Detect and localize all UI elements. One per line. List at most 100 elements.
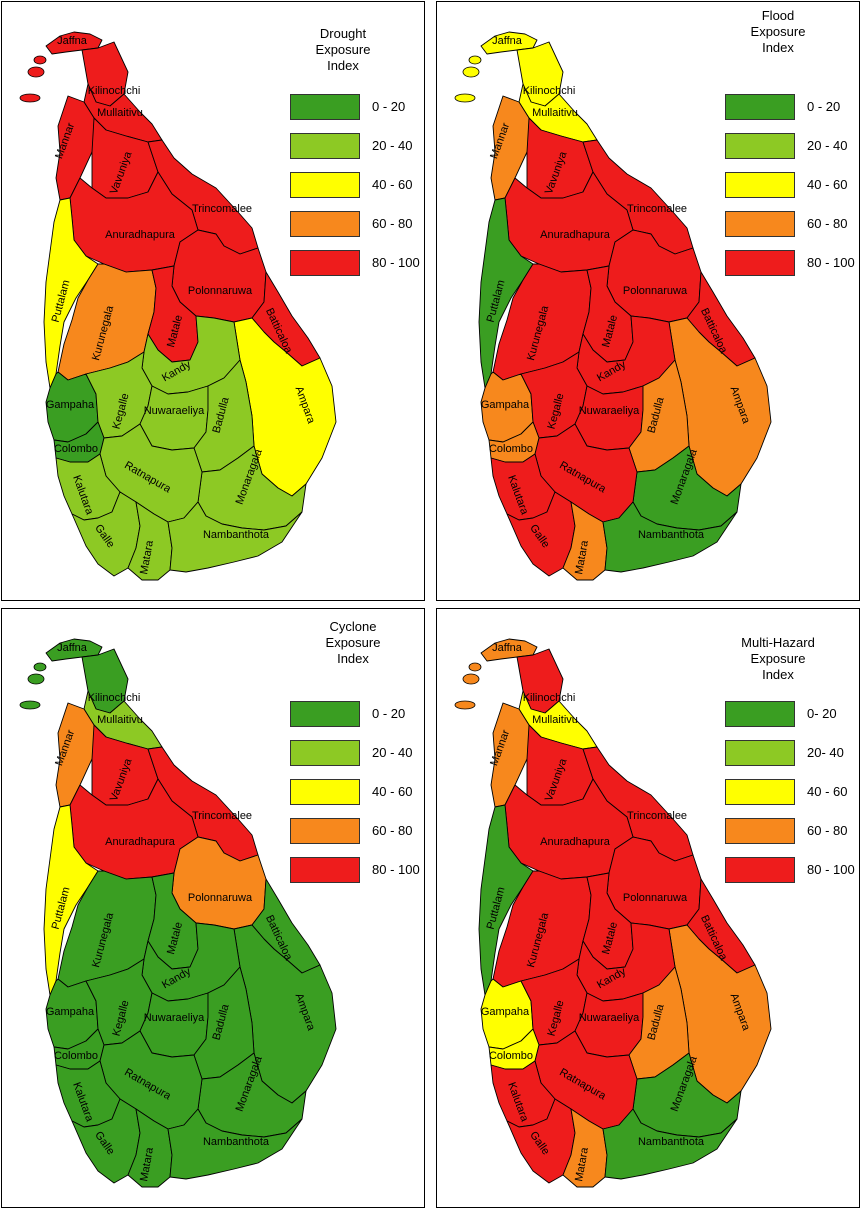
- legend-title-line: Exposure: [325, 635, 381, 650]
- district-nuwaraeliya: [139, 992, 209, 1058]
- legend-title-line: Index: [327, 58, 359, 73]
- island: [19, 93, 41, 103]
- district-label: Jaffna: [57, 642, 88, 654]
- legend-swatch: [290, 779, 360, 805]
- legend-swatch: [725, 250, 795, 276]
- district-matara: [562, 501, 608, 581]
- legend-title-line: Index: [762, 40, 794, 55]
- legend: 0 - 20 20 - 40 40 - 60 60 - 80 80 - 100: [290, 94, 420, 284]
- legend-label: 20 - 40: [807, 138, 848, 153]
- district-nambanthota: [167, 501, 303, 573]
- district-label: Colombo: [489, 443, 533, 455]
- district-jaffna: [45, 31, 103, 55]
- legend-label: 0- 20: [807, 706, 837, 721]
- district-label: Kilinochchi: [88, 692, 141, 704]
- district-puttalam: [478, 197, 534, 389]
- district-label: Polonnaruwa: [623, 892, 688, 904]
- district-label: Jaffna: [57, 35, 88, 47]
- sri-lanka-map-flood: JaffnaKilinochchiMullaitivuMannarVavuniy…: [454, 31, 772, 581]
- district-label: Mullaitivu: [97, 714, 143, 726]
- district-label: Nambanthota: [638, 1136, 705, 1148]
- district-matara: [127, 1108, 173, 1188]
- district-puttalam: [478, 804, 534, 996]
- district-label: Colombo: [54, 443, 98, 455]
- map-panel-flood: Jaffna Kilinochchi Mullaitivu Mannar Vavuniy…: [436, 1, 860, 601]
- legend-swatch: [725, 818, 795, 844]
- legend-label: 20 - 40: [372, 745, 413, 760]
- map-panel-multi-hazard: Jaffna Kilinochchi Mullaitivu Mannar Vavuniy…: [436, 608, 860, 1208]
- district-label: Colombo: [489, 1050, 533, 1062]
- district-label: Trincomalee: [627, 810, 687, 822]
- district-nuwaraeliya: [574, 385, 644, 451]
- district-jaffna: [45, 638, 103, 662]
- district-label: Nuwaraeliya: [579, 405, 640, 417]
- legend-label: 40 - 60: [807, 177, 848, 192]
- district-label: Jaffna: [492, 642, 523, 654]
- map-district-group: JaffnaKilinochchiMullaitivuMannarVavuniy…: [19, 638, 337, 1188]
- district-label: Gampaha: [46, 399, 95, 411]
- island: [462, 673, 480, 685]
- legend: 0- 20 20- 40 40 - 60 60 - 80 80 - 100: [725, 701, 855, 891]
- district-label: Mullaitivu: [532, 107, 578, 119]
- island: [454, 700, 476, 710]
- legend-swatch: [290, 94, 360, 120]
- district-label: Trincomalee: [627, 203, 687, 215]
- legend-swatch: [290, 133, 360, 159]
- legend-label: 80 - 100: [807, 862, 855, 877]
- legend-swatch: [290, 857, 360, 883]
- district-label: Gampaha: [481, 399, 530, 411]
- legend-title: Cyclone Exposure Index: [298, 619, 408, 667]
- district-puttalam: [43, 197, 99, 389]
- legend-swatch: [290, 740, 360, 766]
- legend-swatch: [290, 701, 360, 727]
- district-label: Mullaitivu: [532, 714, 578, 726]
- district-label: Nuwaraeliya: [579, 1012, 640, 1024]
- island: [33, 55, 47, 65]
- district-label: Gampaha: [481, 1006, 530, 1018]
- legend-title: Drought Exposure Index: [288, 26, 398, 74]
- map-district-group: JaffnaKilinochchiMullaitivuMannarVavuniy…: [454, 31, 772, 581]
- legend-label: 60 - 80: [372, 823, 413, 838]
- district-label: Anuradhapura: [105, 836, 176, 848]
- legend-title-line: Flood: [761, 8, 795, 23]
- legend-label: 40 - 60: [372, 784, 413, 799]
- district-matara: [127, 501, 173, 581]
- district-nuwaraeliya: [139, 385, 209, 451]
- district-label: Kilinochchi: [523, 692, 576, 704]
- district-nuwaraeliya: [574, 992, 644, 1058]
- legend-label: 80 - 100: [807, 255, 855, 270]
- district-label: Polonnaruwa: [188, 892, 253, 904]
- sri-lanka-map-cyclone: JaffnaKilinochchiMullaitivuMannarVavuniy…: [19, 638, 337, 1188]
- legend-title: Flood Exposure Index: [723, 8, 833, 56]
- legend-swatch: [725, 172, 795, 198]
- district-label: Nuwaraeliya: [144, 405, 205, 417]
- district-nambanthota: [167, 1108, 303, 1180]
- district-label: Jaffna: [492, 35, 523, 47]
- map-district-group: JaffnaKilinochchiMullaitivuMannarVavuniy…: [454, 638, 772, 1188]
- legend-title-line: Exposure: [750, 24, 806, 39]
- district-label: Nambanthota: [638, 529, 705, 541]
- legend-swatch: [725, 94, 795, 120]
- legend-title-line: Exposure: [315, 42, 371, 57]
- district-label: Kilinochchi: [88, 85, 141, 97]
- district-label: Nuwaraeliya: [144, 1012, 205, 1024]
- legend-swatch: [290, 211, 360, 237]
- legend: 0 - 20 20 - 40 40 - 60 60 - 80 80 - 100: [290, 701, 420, 891]
- island: [454, 93, 476, 103]
- sri-lanka-map-multi-hazard: JaffnaKilinochchiMullaitivuMannarVavuniy…: [454, 638, 772, 1188]
- district-jaffna: [480, 638, 538, 662]
- district-label: Anuradhapura: [540, 836, 611, 848]
- legend-swatch: [725, 133, 795, 159]
- legend-label: 60 - 80: [372, 216, 413, 231]
- district-nambanthota: [602, 1108, 738, 1180]
- district-label: Gampaha: [46, 1006, 95, 1018]
- district-label: Trincomalee: [192, 203, 252, 215]
- legend-label: 80 - 100: [372, 862, 420, 877]
- legend-title-line: Drought: [319, 26, 367, 41]
- district-matara: [562, 1108, 608, 1188]
- legend-label: 60 - 80: [807, 823, 848, 838]
- district-puttalam: [43, 804, 99, 996]
- legend-label: 0 - 20: [372, 99, 406, 114]
- legend-swatch: [725, 857, 795, 883]
- district-label: Polonnaruwa: [623, 285, 688, 297]
